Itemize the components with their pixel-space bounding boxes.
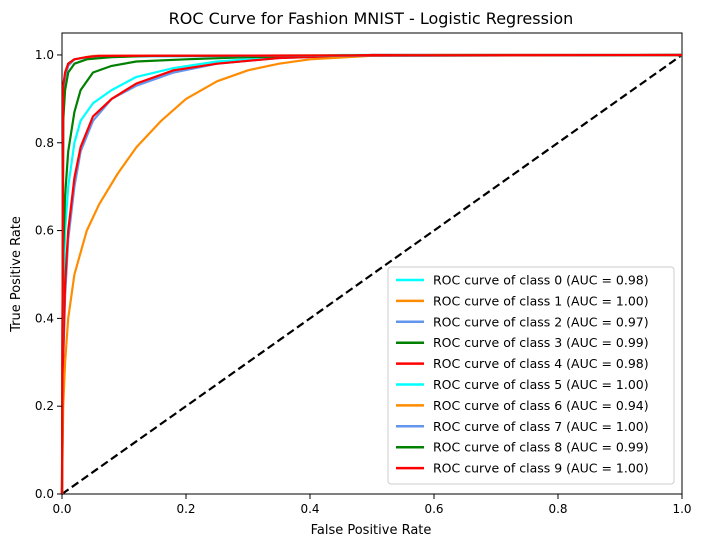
x-tick-label: 0.2 — [176, 502, 195, 516]
y-tick-label: 0.6 — [35, 224, 54, 238]
chart-title: ROC Curve for Fashion MNIST - Logistic R… — [169, 9, 574, 28]
legend: ROC curve of class 0 (AUC = 0.98) ROC cur… — [387, 266, 675, 485]
legend-label-class-8: ROC curve of class 8 (AUC = 0.99) — [433, 440, 649, 455]
x-tick-label: 0.4 — [300, 502, 319, 516]
legend-label-class-2: ROC curve of class 2 (AUC = 0.97) — [433, 314, 649, 329]
roc-curves — [60, 53, 683, 495]
x-tick-label: 0.8 — [548, 502, 567, 516]
legend-label-class-1: ROC curve of class 1 (AUC = 1.00) — [433, 293, 649, 308]
y-tick-label: 0.0 — [35, 487, 54, 501]
legend-label-class-3: ROC curve of class 3 (AUC = 0.99) — [433, 335, 649, 350]
y-axis-label: True Positive Rate — [9, 216, 24, 333]
reference-diagonal — [61, 54, 683, 495]
legend-label-class-4: ROC curve of class 4 (AUC = 0.98) — [433, 356, 649, 371]
legend-label-class-5: ROC curve of class 5 (AUC = 1.00) — [433, 377, 649, 392]
roc-curve-class-4 — [60, 53, 682, 495]
y-tick-label: 0.4 — [35, 311, 54, 325]
legend-label-class-9: ROC curve of class 9 (AUC = 1.00) — [433, 461, 649, 476]
x-tick-label: 1.0 — [672, 502, 691, 516]
legend-label-class-6: ROC curve of class 6 (AUC = 0.94) — [433, 398, 649, 413]
y-axis-ticks: 0.0 0.2 0.4 0.6 0.8 1.0 — [35, 48, 62, 501]
y-tick-label: 0.2 — [35, 399, 54, 413]
x-tick-label: 0.0 — [52, 502, 71, 516]
legend-label-class-0: ROC curve of class 0 (AUC = 0.98) — [433, 273, 649, 288]
legend-box — [387, 266, 675, 485]
reference-diagonal-line — [61, 54, 683, 495]
x-axis-label: False Positive Rate — [311, 523, 432, 538]
roc-curve-class-9 — [60, 53, 683, 495]
y-tick-label: 1.0 — [35, 48, 54, 62]
legend-label-class-7: ROC curve of class 7 (AUC = 1.00) — [433, 419, 649, 434]
y-tick-label: 0.8 — [35, 136, 54, 150]
x-tick-label: 0.6 — [424, 502, 443, 516]
roc-curve-class-3 — [60, 53, 683, 495]
x-axis-ticks: 0.0 0.2 0.4 0.6 0.8 1.0 — [52, 494, 692, 516]
roc-curve-class-6 — [60, 53, 682, 495]
